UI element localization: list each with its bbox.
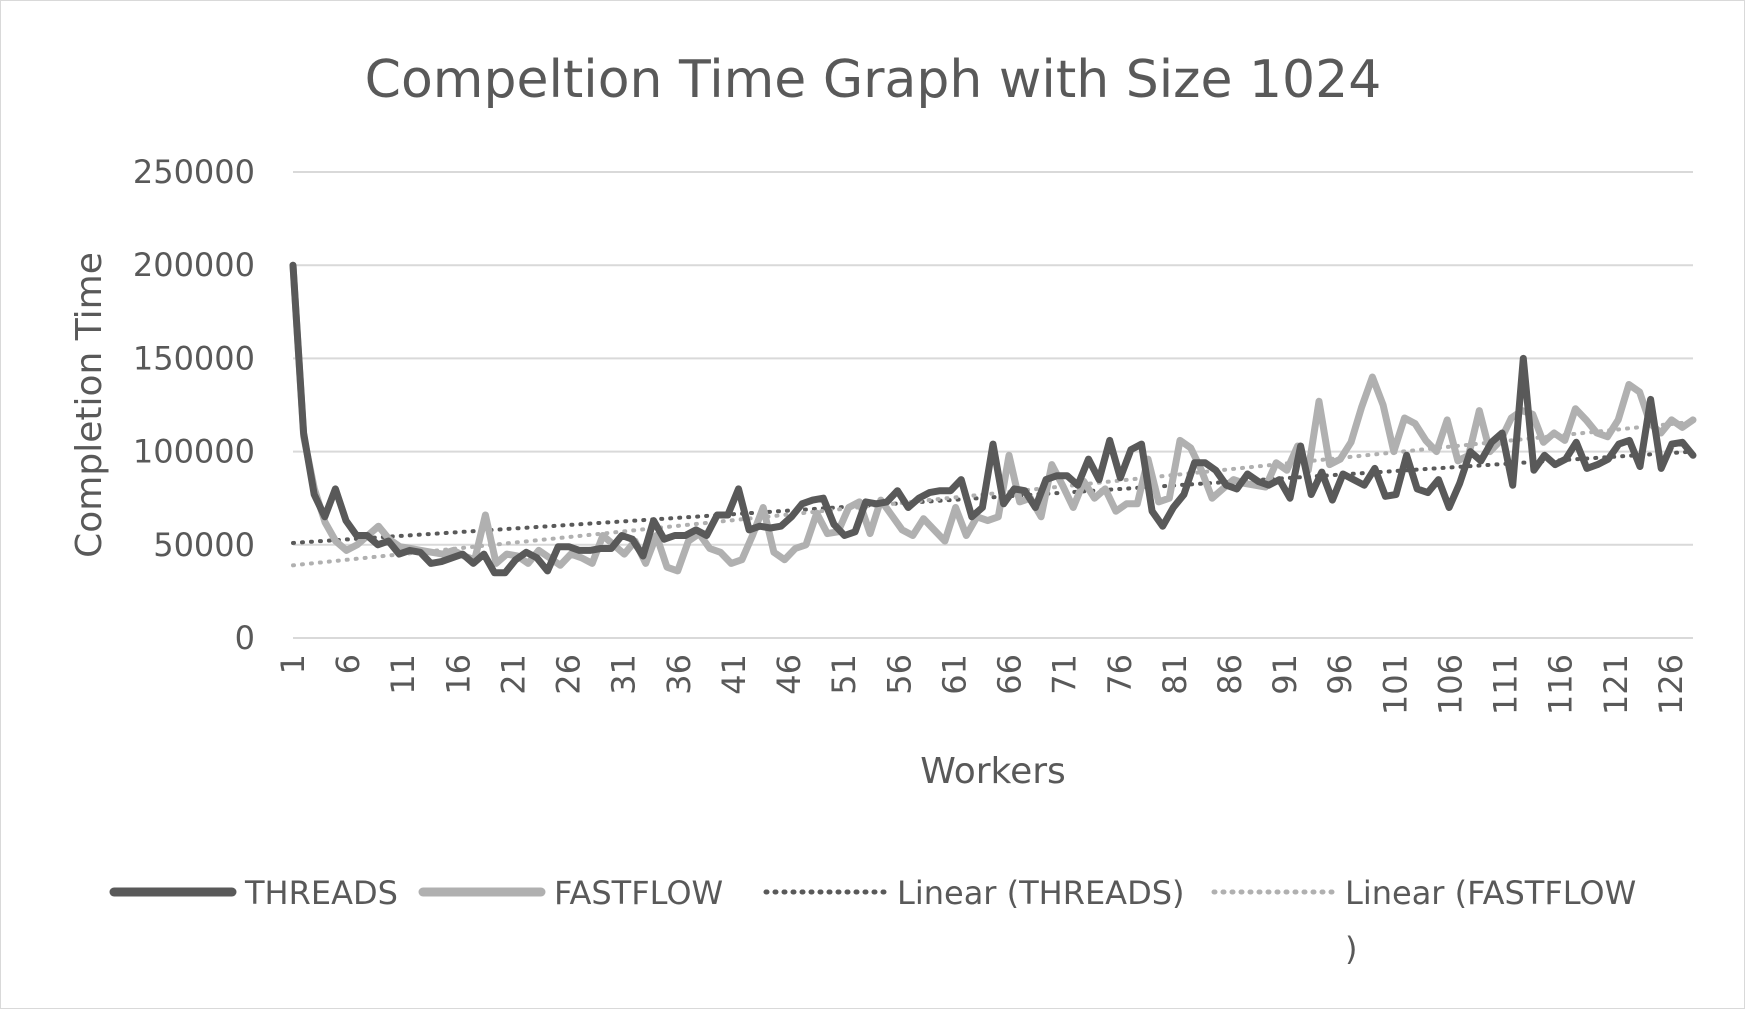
y-axis-title: Completion Time bbox=[69, 252, 110, 558]
x-tick-label: 96 bbox=[1321, 654, 1359, 695]
x-tick-label: 86 bbox=[1211, 654, 1249, 695]
legend-label: Linear (FASTFLOW bbox=[1345, 874, 1636, 912]
x-tick-label: 6 bbox=[329, 654, 367, 674]
x-tick-label: 106 bbox=[1431, 654, 1469, 715]
x-tick-label: 126 bbox=[1652, 654, 1690, 715]
legend-label: ) bbox=[1345, 930, 1357, 968]
x-tick-label: 46 bbox=[770, 654, 808, 695]
x-tick-label: 26 bbox=[550, 654, 588, 695]
x-tick-label: 51 bbox=[825, 654, 863, 695]
gridlines bbox=[293, 171, 1693, 639]
x-tick-label: 11 bbox=[384, 654, 422, 695]
series-line-threads bbox=[289, 261, 1697, 577]
y-tick-label: 150000 bbox=[133, 339, 255, 377]
x-tick-label: 66 bbox=[991, 654, 1029, 695]
series-line-fastflow bbox=[289, 261, 1697, 575]
x-tick-label: 36 bbox=[660, 654, 698, 695]
series-lines bbox=[289, 261, 1697, 577]
x-tick-label: 31 bbox=[605, 654, 643, 695]
y-tick-labels: 0 50000 100000 150000 200000 250000 bbox=[133, 153, 255, 657]
x-tick-label: 56 bbox=[880, 654, 918, 695]
x-tick-label: 101 bbox=[1376, 654, 1414, 715]
y-tick-label: 50000 bbox=[153, 526, 255, 564]
legend-label: THREADS bbox=[244, 874, 398, 912]
x-tick-label: 76 bbox=[1101, 654, 1139, 695]
legend: THREADS FASTFLOW Linear (THREADS) Linear (F… bbox=[109, 874, 1636, 968]
x-tick-label: 111 bbox=[1487, 654, 1525, 715]
trendline-fastflow bbox=[291, 419, 1695, 568]
x-tick-labels: 1 6 11 16 21 26 31 36 41 46 51 56 61 66 71 76 81 86 91 96 10… bbox=[274, 654, 1690, 715]
x-tick-label: 116 bbox=[1542, 654, 1580, 715]
x-axis-title: Workers bbox=[920, 751, 1066, 792]
x-tick-label: 81 bbox=[1156, 654, 1194, 695]
y-tick-label: 200000 bbox=[133, 246, 255, 284]
x-tick-label: 16 bbox=[439, 654, 477, 695]
legend-label: FASTFLOW bbox=[554, 874, 723, 912]
y-tick-label: 0 bbox=[235, 619, 255, 657]
x-tick-label: 61 bbox=[935, 654, 973, 695]
trendline-threads bbox=[291, 449, 1695, 545]
chart-title: Compeltion Time Graph with Size 1024 bbox=[365, 50, 1382, 110]
x-tick-label: 1 bbox=[274, 654, 312, 674]
x-tick-label: 21 bbox=[494, 654, 532, 695]
x-tick-label: 121 bbox=[1597, 654, 1635, 715]
x-tick-label: 41 bbox=[715, 654, 753, 695]
legend-label: Linear (THREADS) bbox=[897, 874, 1185, 912]
y-tick-label: 100000 bbox=[133, 433, 255, 471]
x-tick-label: 71 bbox=[1046, 654, 1084, 695]
y-tick-label: 250000 bbox=[133, 153, 255, 191]
x-tick-label: 91 bbox=[1266, 654, 1304, 695]
